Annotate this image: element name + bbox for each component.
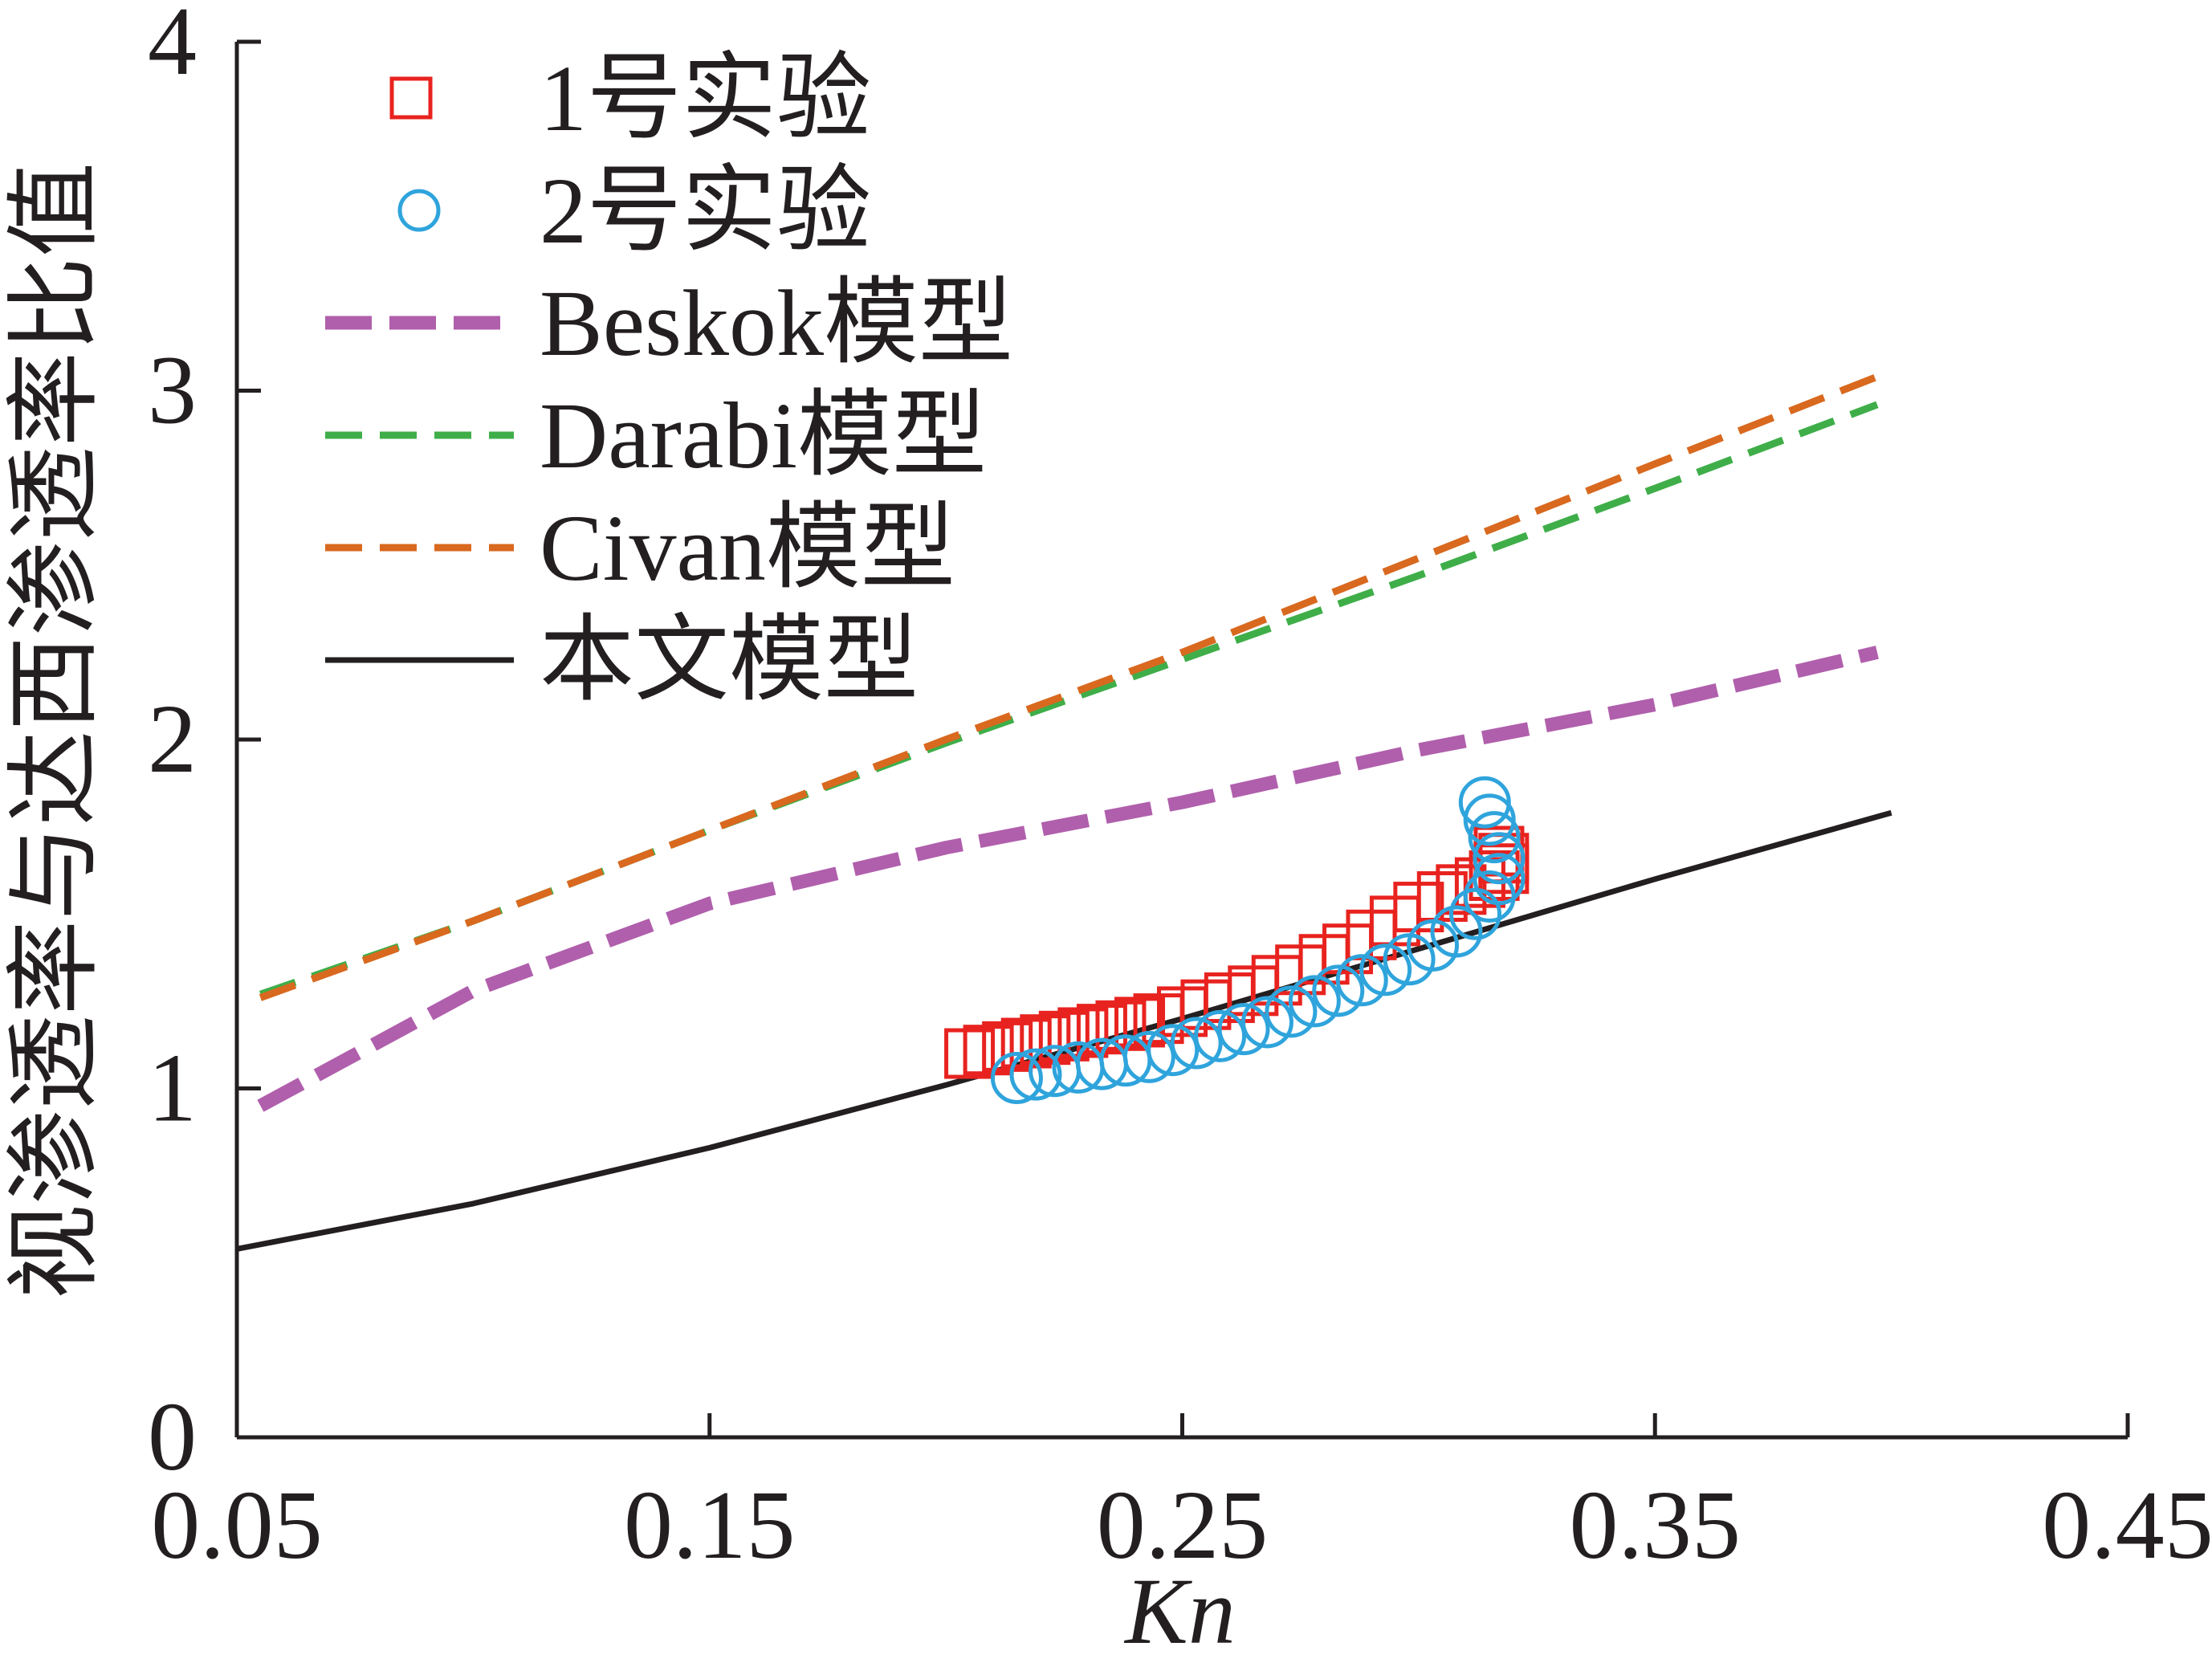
- legend-square-marker: [389, 76, 433, 120]
- square-marker: [944, 1028, 996, 1079]
- circle-marker: [990, 1051, 1043, 1104]
- circle-marker: [1288, 975, 1341, 1028]
- circle-marker: [1265, 985, 1318, 1038]
- circle-marker: [1147, 1024, 1200, 1077]
- square-marker: [1038, 1010, 1090, 1062]
- series-line-3: [259, 401, 1879, 998]
- y-tick-label: 0: [148, 1383, 197, 1491]
- x-tick-label: 0.25: [1097, 1471, 1269, 1579]
- legend-label: 本文模型: [540, 608, 919, 713]
- circle-marker: [1170, 1017, 1223, 1070]
- x-tick-label: 0.35: [1570, 1471, 1741, 1579]
- series-layer: [236, 373, 1892, 1252]
- x-tick-label: 0.45: [2042, 1471, 2212, 1579]
- series-line-4: [259, 373, 1879, 1001]
- circle-marker: [1359, 943, 1412, 996]
- circle-marker: [1240, 996, 1293, 1049]
- circle-marker: [1217, 1003, 1270, 1056]
- square-marker: [963, 1025, 1014, 1076]
- y-tick-label: 4: [148, 0, 197, 96]
- square-marker: [1114, 996, 1166, 1048]
- square-marker: [1057, 1007, 1109, 1058]
- legend-label: 1号实验: [540, 46, 871, 151]
- x-tick-label: 0.05: [151, 1471, 323, 1579]
- circle-marker: [1009, 1048, 1062, 1101]
- y-axis-title: 视渗透率与达西渗透率比值: [2, 162, 108, 1299]
- circle-marker: [1194, 1009, 1247, 1062]
- legend-label: 2号实验: [540, 158, 871, 263]
- circle-marker: [1473, 853, 1526, 906]
- circle-marker: [1335, 954, 1388, 1007]
- y-tick-label: 3: [148, 336, 197, 445]
- legend-label: Darabi模型: [540, 383, 987, 488]
- y-tick-label: 2: [148, 685, 197, 793]
- legend-circle-marker: [397, 189, 441, 232]
- series-line-2: [257, 646, 1879, 1112]
- legend-label: Civan模型: [540, 495, 955, 601]
- legend-label: Beskok模型: [540, 271, 1013, 376]
- square-marker: [982, 1021, 1033, 1072]
- x-axis-title: Kn: [1123, 1559, 1236, 1664]
- series-line-5: [236, 809, 1892, 1252]
- circle-marker: [1312, 964, 1365, 1017]
- circle-marker: [1473, 832, 1526, 885]
- square-marker: [1020, 1014, 1071, 1066]
- x-tick-label: 0.15: [624, 1471, 796, 1579]
- circle-marker: [1122, 1030, 1175, 1083]
- square-marker: [1000, 1017, 1052, 1069]
- circle-marker: [1430, 905, 1483, 958]
- ticks: 0 1 2 3 4 0.05 0.15 0.25 0.35 0.45: [148, 0, 2212, 1579]
- axes: [234, 42, 2128, 1440]
- y-tick-label: 1: [148, 1034, 197, 1143]
- circle-marker: [1458, 776, 1511, 829]
